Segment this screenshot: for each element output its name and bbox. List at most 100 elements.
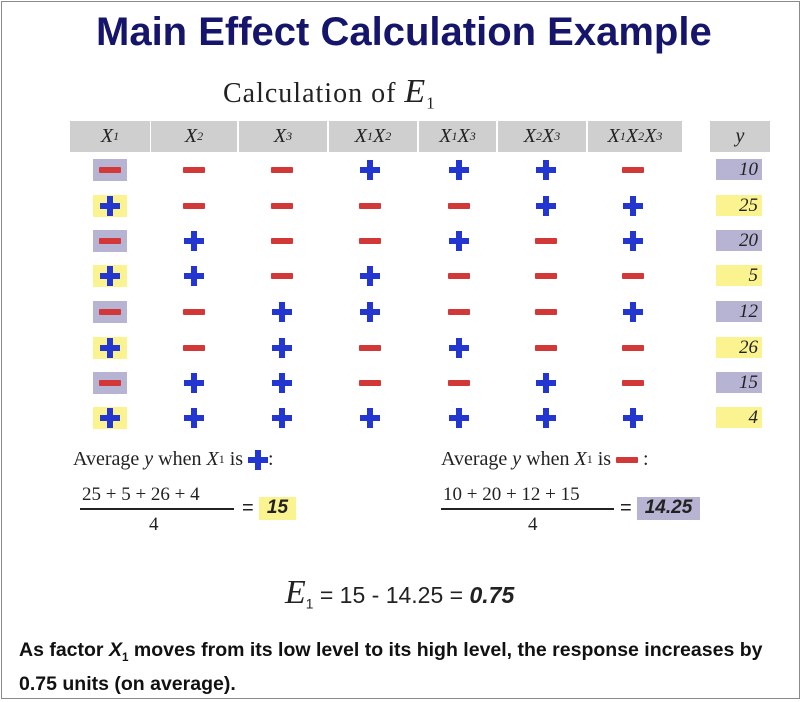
avg-minus-factor-sub: 1 (586, 452, 593, 466)
column-header-var: X (644, 125, 657, 147)
matrix-cell (269, 195, 295, 217)
matrix-cell (357, 301, 383, 323)
matrix-cell (533, 230, 559, 252)
plus-icon (536, 160, 556, 180)
matrix-cell (446, 159, 472, 181)
plus-icon (449, 231, 469, 251)
matrix-cell (357, 407, 383, 429)
matrix-cell (620, 230, 646, 252)
matrix-cell (181, 301, 207, 323)
avg-plus-when: when (158, 448, 202, 470)
avg-minus-prefix: Average (441, 448, 508, 470)
plus-icon (360, 302, 380, 322)
avg-plus-prefix: Average (73, 448, 140, 470)
column-header-var: X (184, 125, 198, 147)
avg-minus-is: is (597, 448, 612, 470)
matrix-cell (93, 337, 127, 359)
response-value: 5 (716, 265, 762, 286)
avg-minus-when: when (526, 448, 570, 470)
plus-icon (623, 231, 643, 251)
avg-plus-denominator: 4 (149, 514, 159, 535)
avg-plus-colon: : (268, 448, 274, 470)
minus-icon (622, 345, 644, 351)
column-header-var: X (625, 125, 639, 147)
matrix-cell (357, 230, 383, 252)
column-header-var: X (439, 125, 452, 147)
matrix-cell (269, 159, 295, 181)
avg-plus-equals: = (242, 497, 254, 519)
avg-plus-factor-sub: 1 (218, 452, 225, 466)
response-value: 26 (716, 337, 762, 358)
minus-icon (99, 238, 121, 244)
minus-icon (359, 345, 381, 351)
avg-minus-denominator: 4 (528, 514, 538, 535)
minus-icon (622, 167, 644, 173)
column-header-y: y (710, 121, 770, 152)
plus-icon (360, 266, 380, 286)
matrix-cell (93, 230, 127, 252)
minus-icon (99, 309, 121, 315)
conclusion-part1: As factor (19, 639, 104, 661)
matrix-cell (446, 230, 472, 252)
column-header-var: X (100, 125, 114, 147)
minus-icon (448, 203, 470, 209)
plus-icon (184, 266, 204, 286)
column-header-sub: 2 (536, 129, 542, 143)
plus-icon (360, 408, 380, 428)
avg-minus-numerator: 10 + 20 + 12 + 15 (443, 484, 580, 505)
conclusion-factor: X (108, 639, 122, 661)
plus-icon (449, 160, 469, 180)
column-header-sub: 1 (113, 129, 120, 143)
matrix-cell (269, 372, 295, 394)
minus-icon (183, 309, 205, 315)
matrix-cell (93, 372, 127, 394)
matrix-cell (533, 265, 559, 287)
column-header-var: X (523, 125, 536, 147)
column-header-sub: 3 (656, 129, 663, 143)
plus-icon (536, 408, 556, 428)
response-value: 12 (716, 301, 762, 322)
matrix-cell (93, 301, 127, 323)
column-header-sub: 2 (638, 129, 645, 143)
matrix-cell (533, 407, 559, 429)
plus-icon (100, 408, 120, 428)
matrix-cell (269, 337, 295, 359)
matrix-cell (446, 195, 472, 217)
avg-plus-factor: X (206, 448, 219, 470)
subtitle-prefix: Calculation of (223, 78, 397, 109)
matrix-cell (269, 407, 295, 429)
matrix-cell (181, 372, 207, 394)
response-value: 15 (716, 372, 762, 393)
minus-icon (99, 167, 121, 173)
matrix-cell (93, 407, 127, 429)
plus-icon (449, 338, 469, 358)
plus-icon (272, 302, 292, 322)
column-header-var: X (373, 125, 386, 147)
minus-icon (448, 380, 470, 386)
minus-icon (271, 273, 293, 279)
minus-icon (616, 456, 639, 463)
plus-icon (449, 408, 469, 428)
minus-icon (359, 238, 381, 244)
matrix-cell (533, 159, 559, 181)
column-header-var: X (542, 125, 555, 147)
matrix-cell (357, 337, 383, 359)
column-header-sub: 2 (385, 129, 392, 143)
plus-icon (248, 449, 269, 470)
minus-icon (622, 273, 644, 279)
avg-minus-result: 14.25 (637, 497, 700, 520)
matrix-cell (357, 195, 383, 217)
plus-icon (100, 266, 120, 286)
matrix-cell (93, 265, 127, 287)
plus-icon (623, 302, 643, 322)
response-value: 25 (716, 195, 762, 216)
fraction-bar (80, 508, 234, 510)
matrix-cell (620, 337, 646, 359)
conclusion-part2: moves from its low level to its high lev… (19, 639, 763, 695)
